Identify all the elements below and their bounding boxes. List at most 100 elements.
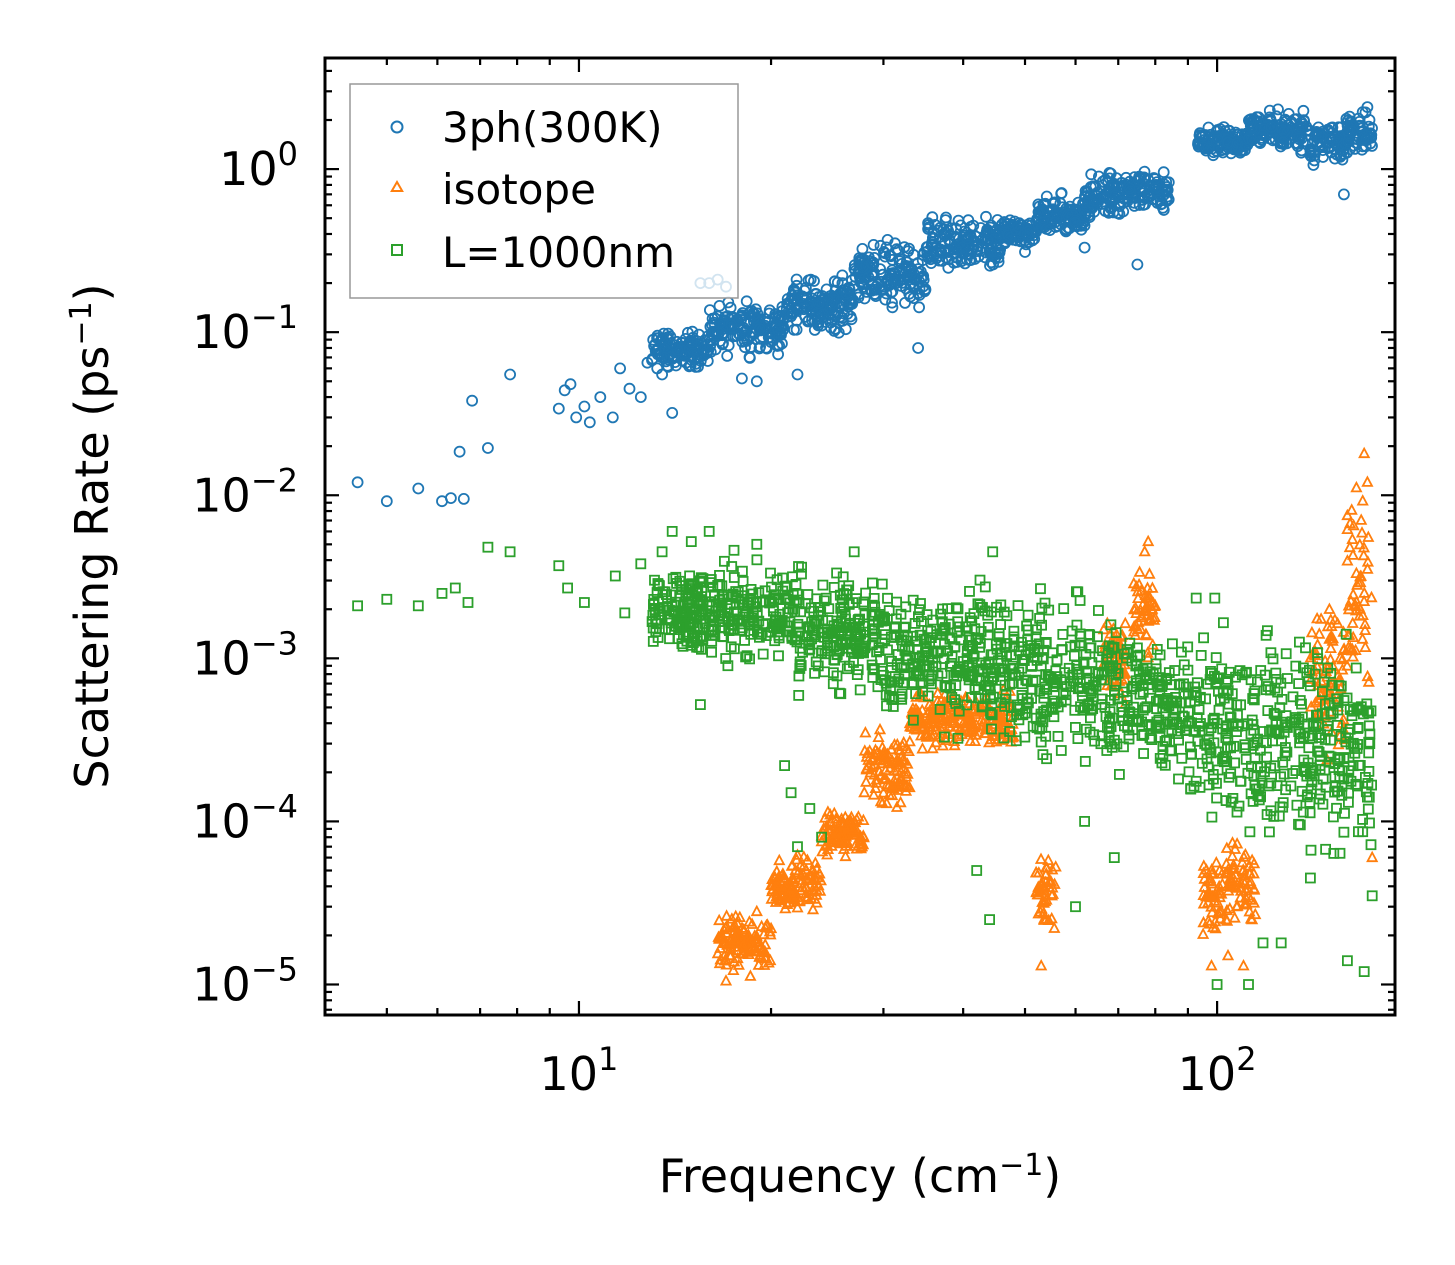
square-point-boundary xyxy=(1312,709,1324,721)
circle-point-3ph xyxy=(1125,191,1138,204)
square-point-boundary xyxy=(1298,662,1309,674)
circle-point-3ph xyxy=(1245,116,1257,129)
square-point-boundary xyxy=(727,588,739,600)
triangle-point-isotope xyxy=(831,832,845,844)
circle-point-3ph xyxy=(657,333,669,345)
square-point-boundary xyxy=(1171,717,1183,728)
circle-point-3ph xyxy=(922,251,935,264)
circle-point-3ph xyxy=(791,368,804,381)
circle-point-3ph xyxy=(1138,171,1150,184)
square-point-boundary xyxy=(902,654,914,666)
square-point-boundary xyxy=(707,630,719,641)
triangle-point-isotope xyxy=(770,886,784,898)
plot-frame xyxy=(323,56,1397,1017)
square-point-boundary xyxy=(828,667,839,679)
triangle-point-isotope xyxy=(1101,616,1114,628)
square-point-boundary xyxy=(1104,706,1116,718)
square-point-boundary xyxy=(1189,689,1201,701)
square-point-boundary xyxy=(1304,807,1316,819)
square-point-boundary xyxy=(1252,676,1263,688)
square-point-boundary xyxy=(876,578,888,590)
square-point-boundary xyxy=(1195,718,1206,729)
square-point-boundary xyxy=(504,546,516,558)
circle-point-3ph xyxy=(1088,205,1100,218)
triangle-point-isotope xyxy=(1119,616,1132,629)
triangle-point-isotope xyxy=(934,709,947,722)
circle-point-3ph xyxy=(1012,221,1025,233)
triangle-point-isotope xyxy=(750,904,763,917)
square-point-boundary xyxy=(886,655,897,667)
square-point-boundary xyxy=(994,666,1006,678)
circle-point-3ph xyxy=(836,269,849,282)
triangle-point-isotope xyxy=(1305,625,1319,638)
square-point-boundary xyxy=(1021,620,1032,632)
square-point-boundary xyxy=(1066,625,1078,637)
triangle-point-isotope xyxy=(719,974,733,986)
square-point-boundary xyxy=(1036,619,1047,631)
square-point-boundary xyxy=(1040,730,1052,742)
triangle-point-isotope xyxy=(1245,912,1259,925)
triangle-point-isotope xyxy=(1034,852,1048,864)
square-point-boundary xyxy=(1350,662,1362,674)
triangle-point-isotope xyxy=(1361,555,1375,567)
circle-point-3ph xyxy=(634,391,647,404)
square-point-boundary xyxy=(654,623,665,635)
x-tick-label: 102 xyxy=(1178,1040,1257,1101)
circle-point-3ph xyxy=(999,235,1011,248)
square-point-boundary xyxy=(1290,660,1302,672)
square-point-boundary xyxy=(854,684,866,696)
circle-point-3ph xyxy=(709,343,722,356)
square-point-boundary xyxy=(766,596,777,608)
circle-point-3ph xyxy=(886,272,898,285)
square-point-boundary xyxy=(1341,692,1353,704)
square-point-boundary xyxy=(1203,734,1215,746)
square-point-boundary xyxy=(1349,747,1361,759)
circle-point-3ph xyxy=(881,274,893,287)
square-point-boundary xyxy=(1111,738,1123,750)
circle-point-3ph xyxy=(1264,113,1277,126)
square-point-boundary xyxy=(773,594,785,605)
triangle-point-isotope xyxy=(1130,579,1143,592)
circle-point-3ph xyxy=(444,492,457,505)
circle-point-3ph xyxy=(798,301,811,314)
square-point-boundary xyxy=(1137,686,1149,698)
square-point-boundary xyxy=(869,628,880,640)
square-point-boundary xyxy=(1228,740,1240,752)
triangle-point-isotope xyxy=(949,707,962,720)
triangle-point-isotope xyxy=(1037,895,1050,907)
square-point-boundary xyxy=(1334,847,1346,859)
square-point-boundary xyxy=(808,605,820,617)
triangle-point-isotope xyxy=(1046,862,1059,875)
triangle-point-isotope xyxy=(900,770,913,782)
square-point-boundary xyxy=(1235,775,1247,787)
circle-point-3ph xyxy=(798,284,811,297)
triangle-point-isotope xyxy=(803,868,816,881)
legend-label-isotope: isotope xyxy=(442,165,596,214)
square-point-boundary xyxy=(948,669,960,681)
square-point-boundary xyxy=(1190,592,1202,604)
square-point-boundary xyxy=(1105,721,1117,733)
square-point-boundary xyxy=(1074,640,1086,652)
circle-point-3ph xyxy=(1245,121,1258,134)
legend-label-3ph: 3ph(300K) xyxy=(442,103,662,152)
circle-point-3ph xyxy=(1344,143,1356,156)
square-point-boundary xyxy=(882,592,893,604)
triangle-point-isotope xyxy=(810,896,823,908)
square-point-boundary xyxy=(819,666,830,678)
circle-point-3ph xyxy=(1356,133,1369,146)
square-point-boundary xyxy=(1193,720,1205,732)
square-point-boundary xyxy=(1229,757,1240,769)
square-point-boundary xyxy=(1074,595,1086,606)
circle-point-3ph xyxy=(939,229,952,242)
square-point-boundary xyxy=(1269,760,1281,772)
square-point-boundary xyxy=(768,622,780,633)
square-point-boundary xyxy=(1169,665,1181,676)
triangle-point-isotope xyxy=(1234,890,1247,903)
triangle-point-isotope xyxy=(1346,616,1359,628)
circle-point-3ph xyxy=(1257,129,1269,142)
square-point-boundary xyxy=(1008,625,1020,637)
triangle-point-isotope xyxy=(1206,920,1220,933)
square-point-boundary xyxy=(703,526,715,537)
square-point-boundary xyxy=(1331,802,1342,814)
square-point-boundary xyxy=(1079,756,1091,767)
